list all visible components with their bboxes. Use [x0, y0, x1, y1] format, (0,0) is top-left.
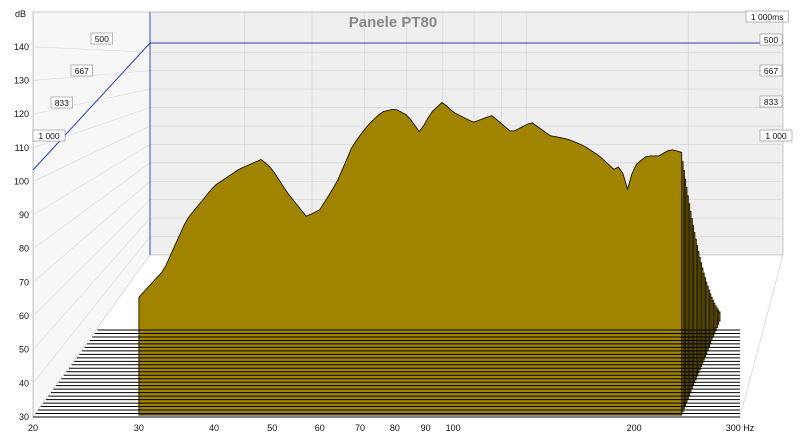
time-label-box-left-0 [90, 32, 113, 45]
time-label-right-1: 500 [764, 35, 778, 45]
x-tick-label-50: 50 [267, 423, 277, 433]
left-gridline-0 [32, 254, 151, 418]
left-gridline-1 [32, 236, 151, 384]
y-tick-label-70: 70 [19, 277, 29, 287]
left-gridline-7 [32, 125, 151, 182]
y-tick-label-60: 60 [19, 311, 29, 321]
time-label-left-3: 1 000 [38, 131, 60, 141]
y-tick-label-110: 110 [15, 143, 29, 153]
x-tick-label-20: 20 [28, 423, 38, 433]
y-tick-label-140: 140 [14, 42, 29, 52]
x-tick-label-200: 200 [627, 423, 642, 433]
left-gridline-3 [32, 199, 151, 317]
x-tick-label-300: 300 Hz [726, 423, 755, 433]
left-gridline-5 [32, 162, 151, 249]
left-gridline-11 [32, 46, 151, 53]
left-gridline-2 [32, 217, 151, 350]
time-label-box-left-3 [32, 129, 66, 142]
time-label-left-0: 500 [95, 34, 109, 44]
left-gridline-6 [32, 144, 151, 216]
y-tick-label-120: 120 [14, 109, 29, 119]
y-tick-label-130: 130 [14, 75, 29, 85]
time-label-right-4: 1 000 [765, 131, 787, 141]
time-label-right-0: 1 000ms [751, 12, 784, 22]
time-label-box-right-0 [745, 10, 789, 23]
x-tick-label-60: 60 [315, 423, 325, 433]
x-tick-label-30: 30 [134, 423, 144, 433]
time-label-left-2: 833 [55, 98, 69, 108]
time-label-box-right-2 [759, 64, 783, 77]
x-tick-label-100: 100 [446, 423, 461, 433]
left-gridline-9 [32, 88, 151, 115]
y-tick-label-90: 90 [19, 210, 29, 220]
y-tick-label-30: 30 [19, 412, 29, 422]
time-label-box-left-2 [50, 96, 73, 109]
x-tick-label-40: 40 [209, 423, 219, 433]
y-tick-label-80: 80 [19, 244, 29, 254]
chart-back-layer [32, 11, 784, 418]
time-label-box-right-4 [759, 129, 793, 142]
time-label-left-1: 667 [75, 66, 89, 76]
left-gridline-4 [32, 181, 151, 283]
y-axis-unit: dB [15, 9, 26, 19]
time-line-left [32, 42, 151, 171]
time-label-right-3: 833 [764, 97, 778, 107]
time-label-box-right-3 [759, 95, 783, 108]
time-label-right-2: 667 [764, 66, 778, 76]
x-tick-label-90: 90 [421, 423, 431, 433]
x-tick-label-70: 70 [355, 423, 365, 433]
time-label-box-left-1 [70, 64, 93, 77]
time-label-box-right-1 [759, 33, 783, 46]
y-tick-label-40: 40 [19, 378, 29, 388]
chart-title: Panele PT80 [349, 14, 437, 31]
y-tick-label-100: 100 [14, 176, 29, 186]
x-tick-label-80: 80 [390, 423, 400, 433]
y-tick-label-50: 50 [19, 345, 29, 355]
